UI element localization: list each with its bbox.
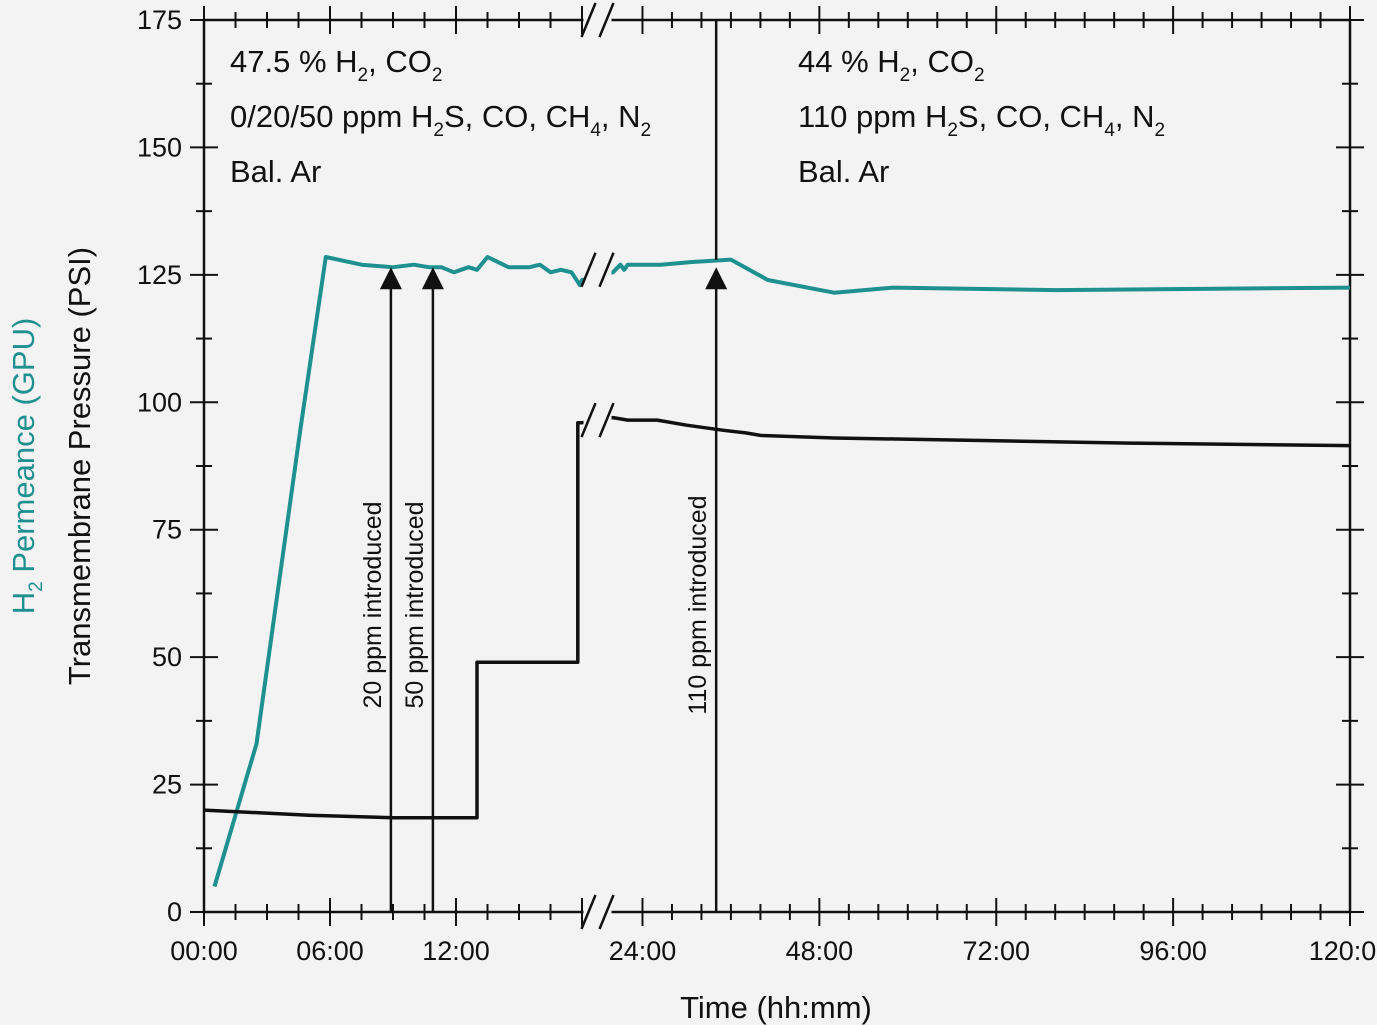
annotation-left-line2: 0/20/50 ppm H2S, CO, CH4, N2 [230,99,651,141]
series-line-2 [203,415,1351,820]
axis-break-slash [598,402,615,438]
annotation-right-line1: 44 % H2, CO2 [798,44,985,86]
y2-prefix: H [6,592,41,614]
axis-break-slash [580,252,597,288]
annotation-left-line1: 47.5 % H2, CO2 [230,44,442,86]
axis-ticks [190,6,1364,926]
x-tick-label: 96:00 [1139,936,1207,966]
y-tick-label: 0 [167,897,182,927]
arrows-layer: 20 ppm introduced 50 ppm introduced 110 pp… [359,20,728,912]
arrow-label: 50 ppm introduced [401,501,429,708]
y-axis-secondary-title: H2 Permeance (GPU) [6,318,47,615]
annotation-left-line3: Bal. Ar [230,154,321,189]
axis-break-slash [598,894,615,930]
y2-sub: 2 [26,581,47,592]
axis-break-slash [598,2,615,38]
axis-break-slash [598,252,615,288]
series-layer [203,255,1351,888]
x-tick-label: 06:00 [296,936,364,966]
arrow-head [705,267,728,290]
y-tick-label: 150 [137,132,182,162]
arrow-label: 110 ppm introduced [684,495,712,714]
y-tick-label: 50 [152,642,182,672]
x-tick-label: 12:00 [422,936,490,966]
y-axis-title: Transmembrane Pressure (PSI) [62,247,97,685]
axis-break-slash [580,2,597,38]
x-tick-label: 24:00 [609,936,677,966]
arrow-head [421,267,444,290]
x-tick-label: 72:00 [962,936,1030,966]
x-tick-label: 00:00 [170,936,238,966]
annotation-right-line3: Bal. Ar [798,154,889,189]
x-axis-title: Time (hh:mm) [680,990,872,1025]
y-tick-label: 125 [137,260,182,290]
series-line-1 [212,255,1351,888]
y2-suffix: Permeance (GPU) [6,318,41,582]
arrow-head [379,267,402,290]
tick-labels: 0 25 50 75 100 125 150 175 00:00 06:00 12:00 24:00 4… [137,5,1377,966]
y-tick-label: 75 [152,515,182,545]
axis-break-slash [580,402,597,438]
arrow-label: 20 ppm introduced [359,501,387,708]
x-tick-label: 48:00 [786,936,854,966]
axis-break-slash [580,894,597,930]
annotation-left: 47.5 % H2, CO2 0/20/50 ppm H2S, CO, CH4,… [230,44,651,189]
axis-break-marks [580,2,615,930]
y-tick-label: 25 [152,770,182,800]
y-tick-label: 100 [137,387,182,417]
annotation-right: 44 % H2, CO2 110 ppm H2S, CO, CH4, N2 Ba… [798,44,1165,189]
annotation-right-line2: 110 ppm H2S, CO, CH4, N2 [798,99,1165,141]
plot-area [202,18,1352,914]
y-tick-label: 175 [137,5,182,35]
x-tick-label: 120:00 [1309,936,1377,966]
